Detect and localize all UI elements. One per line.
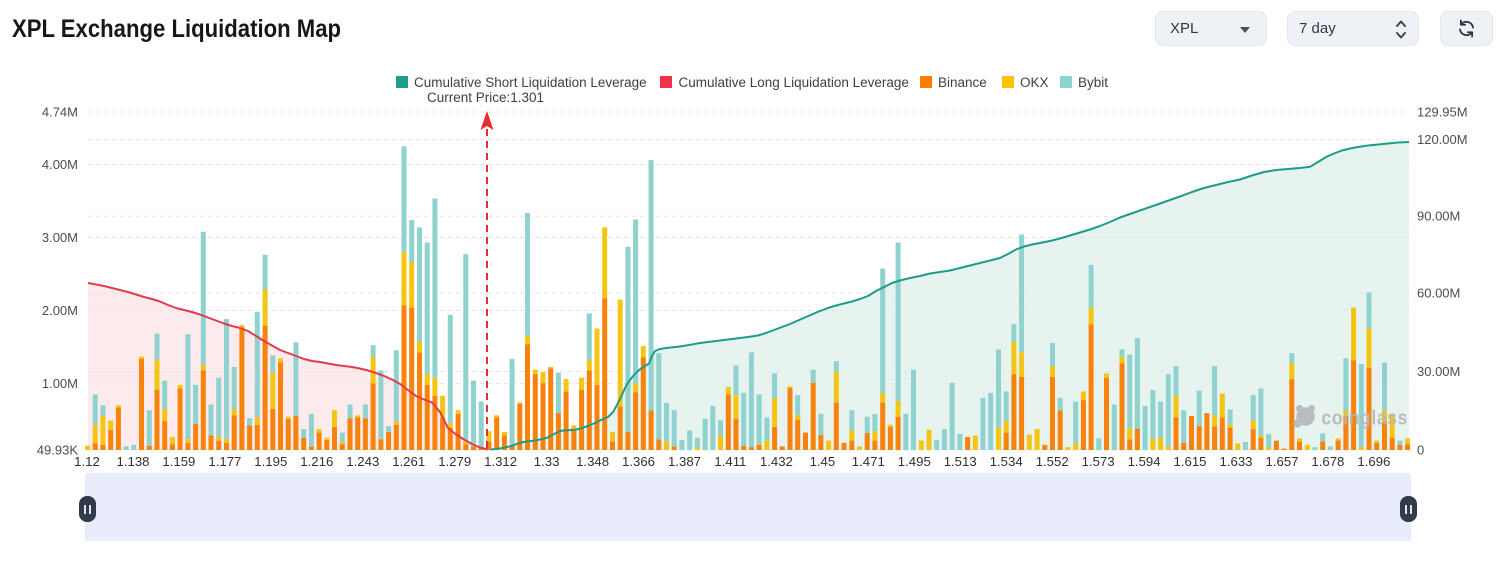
svg-text:1.411: 1.411 (714, 454, 746, 469)
svg-text:coinglass: coinglass (1322, 407, 1408, 430)
svg-text:1.678: 1.678 (1311, 454, 1344, 469)
svg-text:1.33: 1.33 (534, 454, 560, 469)
svg-text:4.00M: 4.00M (42, 157, 78, 172)
svg-text:1.534: 1.534 (990, 454, 1023, 469)
svg-text:49.93K: 49.93K (37, 443, 79, 458)
svg-text:90.00M: 90.00M (1417, 209, 1460, 224)
svg-text:120.00M: 120.00M (1417, 132, 1468, 147)
svg-text:1.657: 1.657 (1265, 454, 1298, 469)
svg-text:1.366: 1.366 (622, 454, 655, 469)
svg-text:1.348: 1.348 (576, 454, 609, 469)
svg-text:1.279: 1.279 (438, 454, 471, 469)
svg-text:1.696: 1.696 (1357, 454, 1390, 469)
svg-text:1.387: 1.387 (668, 454, 701, 469)
svg-text:1.633: 1.633 (1219, 454, 1252, 469)
svg-text:2.00M: 2.00M (42, 303, 78, 318)
svg-text:1.432: 1.432 (760, 454, 793, 469)
svg-text:1.573: 1.573 (1082, 454, 1115, 469)
svg-text:1.615: 1.615 (1173, 454, 1206, 469)
svg-text:1.12: 1.12 (74, 454, 100, 469)
svg-text:1.195: 1.195 (254, 454, 287, 469)
svg-text:1.159: 1.159 (162, 454, 195, 469)
svg-text:1.177: 1.177 (208, 454, 241, 469)
svg-text:1.594: 1.594 (1128, 454, 1161, 469)
svg-text:1.00M: 1.00M (42, 376, 78, 391)
svg-text:1.216: 1.216 (300, 454, 333, 469)
svg-text:1.552: 1.552 (1036, 454, 1069, 469)
svg-text:1.312: 1.312 (484, 454, 517, 469)
svg-text:0: 0 (1417, 443, 1424, 458)
svg-text:1.513: 1.513 (944, 454, 977, 469)
svg-text:1.495: 1.495 (898, 454, 931, 469)
svg-text:1.138: 1.138 (116, 454, 149, 469)
svg-text:30.00M: 30.00M (1417, 364, 1460, 379)
svg-text:1.243: 1.243 (346, 454, 379, 469)
svg-text:3.00M: 3.00M (42, 230, 78, 245)
svg-text:1.45: 1.45 (810, 454, 836, 469)
svg-text:1.471: 1.471 (852, 454, 885, 469)
svg-text:60.00M: 60.00M (1417, 286, 1460, 301)
svg-text:1.261: 1.261 (392, 454, 425, 469)
svg-text:4.74M: 4.74M (42, 105, 78, 120)
svg-text:129.95M: 129.95M (1417, 105, 1468, 120)
